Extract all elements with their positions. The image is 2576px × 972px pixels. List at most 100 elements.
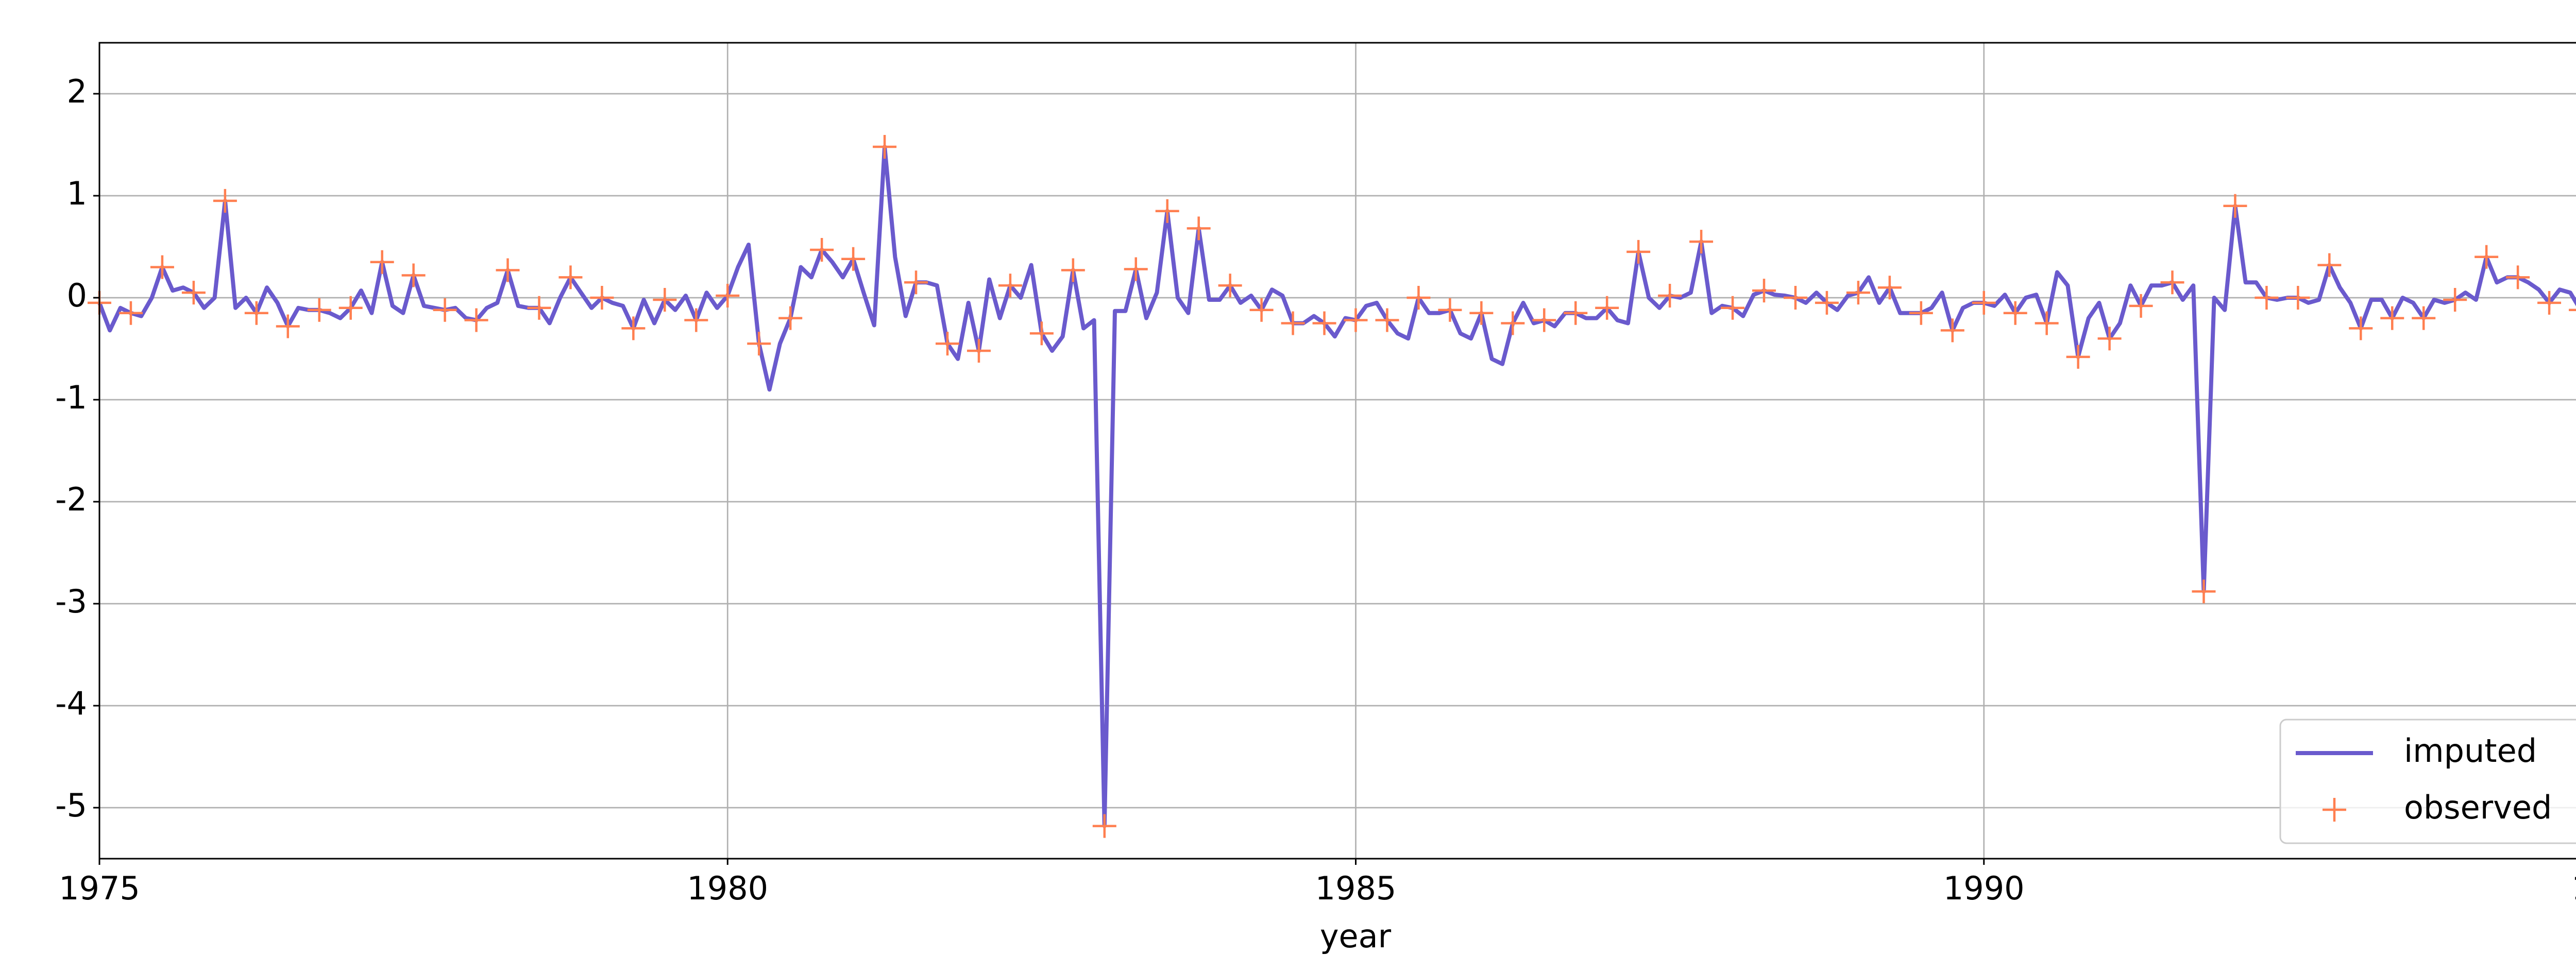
grid <box>98 43 2576 859</box>
observed-marker <box>2475 245 2499 269</box>
observed-marker <box>307 298 331 322</box>
observed-marker <box>1721 296 1745 320</box>
observed-marker <box>1783 286 1807 310</box>
observed-marker <box>1187 216 1211 241</box>
observed-marker <box>2286 286 2310 310</box>
y-tick-label: 0 <box>67 277 87 314</box>
observed-marker <box>2537 291 2562 315</box>
observed-marker <box>2317 253 2342 277</box>
observed-marker <box>244 301 268 325</box>
observed-marker <box>2380 306 2404 330</box>
observed-marker <box>2003 301 2027 325</box>
observed-marker <box>2255 286 2279 310</box>
observed-marker <box>653 287 677 312</box>
observed-marker <box>1940 318 1964 343</box>
observed-marker <box>1406 286 1431 310</box>
observed-marker <box>527 296 551 320</box>
observed-marker <box>2443 287 2467 312</box>
observed-marker <box>873 134 897 159</box>
x-axis-label: year <box>1320 917 1392 955</box>
observed-marker <box>1029 321 1054 346</box>
observed-marker <box>118 301 143 325</box>
observed-marker <box>935 332 959 356</box>
observed-marker <box>841 247 866 271</box>
x-tick-label: 1995 <box>2571 869 2576 907</box>
observed-marker <box>1344 308 1368 332</box>
observed-marker <box>2569 309 2576 312</box>
observed-marker <box>213 189 237 213</box>
observed-marker <box>1312 311 1336 335</box>
observed-marker <box>2097 327 2122 351</box>
observed-marker <box>1249 298 1274 322</box>
legend-marker <box>2323 798 2346 822</box>
observed-marker <box>150 255 174 279</box>
observed-marker <box>621 316 646 340</box>
legend: imputed observed <box>2279 719 2576 844</box>
observed-marker <box>1124 257 1148 281</box>
x-tick-label: 1990 <box>1943 869 2025 907</box>
observed-marker <box>1595 296 1619 320</box>
observed-marker <box>1564 301 1588 325</box>
observed-marker <box>181 281 206 305</box>
y-tick-label: -4 <box>55 685 87 722</box>
observed-marker <box>370 250 394 274</box>
observed-marker <box>1218 274 1242 298</box>
legend-label: observed <box>2404 789 2552 826</box>
observed-marker <box>2349 316 2373 340</box>
observed-marker <box>778 306 803 330</box>
observed-marker <box>2035 311 2059 335</box>
observed-marker <box>1909 301 1933 325</box>
observed-marker <box>433 298 457 322</box>
observed-marker <box>590 286 614 310</box>
plot-area <box>88 134 2576 838</box>
observed-marker <box>1501 311 1525 335</box>
observed-marker <box>1689 230 1714 254</box>
y-tick-label: -2 <box>55 481 87 518</box>
y-tick-label: -3 <box>55 583 87 620</box>
axes-frame <box>98 42 2576 860</box>
observed-marker <box>1752 279 1776 303</box>
observed-marker <box>2506 265 2530 289</box>
observed-marker <box>1658 284 1682 308</box>
observed-marker <box>1972 291 1996 315</box>
ticks: -5 -4 -3 -2 -1 0 1 2 1975 1980 1985 1990 1995 <box>55 73 2576 907</box>
x-tick-label: 1975 <box>59 869 140 907</box>
y-tick-label: -1 <box>55 379 87 416</box>
observed-marker <box>1815 291 1839 315</box>
observed-marker <box>2066 345 2090 369</box>
observed-marker <box>1469 301 1494 325</box>
y-tick-label: 2 <box>67 73 87 110</box>
observed-marker <box>904 270 928 295</box>
observed-marker <box>1532 308 1556 332</box>
observed-marker <box>2223 194 2247 218</box>
y-tick-label: -5 <box>55 787 87 824</box>
observed-marker <box>1092 814 1116 838</box>
observed-marker <box>558 265 583 289</box>
observed-marker <box>2412 306 2436 330</box>
observed-marker <box>1626 240 1651 264</box>
observed-marker <box>276 314 300 338</box>
observed-marker <box>747 332 771 356</box>
observed-marker <box>401 263 426 287</box>
x-tick-label: 1985 <box>1315 869 1397 907</box>
x-tick-label: 1980 <box>687 869 768 907</box>
observed-marker <box>1846 281 1870 305</box>
observed-marker <box>2192 579 2216 604</box>
observed-marker <box>464 308 488 332</box>
observed-marker <box>2129 294 2153 318</box>
observed-marker <box>684 308 708 332</box>
observed-marker <box>967 338 991 363</box>
legend-label: imputed <box>2404 732 2537 770</box>
observed-marker <box>1281 311 1305 335</box>
observed-marker <box>1375 308 1399 332</box>
observed-marker <box>2160 270 2184 295</box>
observed-marker <box>1155 199 1179 223</box>
observed-marker <box>338 296 363 320</box>
observed-marker <box>1877 276 1902 300</box>
observed-marker <box>716 284 740 308</box>
observed-marker <box>1061 258 1085 282</box>
observed-marker <box>1438 298 1462 322</box>
observed-marker <box>810 237 834 262</box>
